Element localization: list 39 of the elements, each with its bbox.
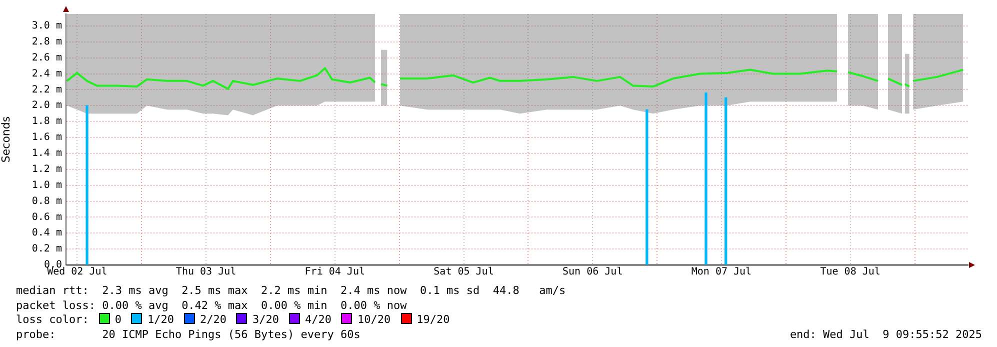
y-tick-label: 3.0 m [32,20,62,32]
bar [724,97,728,265]
y-tick-label: 0.4 m [32,228,62,239]
y-tick-label: 0.2 m [32,244,62,255]
x-tick-label: Thu 03 Jul [176,266,236,278]
y-tick-label: 1.2 m [32,164,62,175]
text: probe: 20 ICMP Echo Pings (56 Bytes) every 60s [16,328,360,340]
y-tick-label: 1.6 m [32,132,62,144]
x-tick-label: Tue 08 Jul [820,266,880,278]
legend-label: 10/20 [357,313,391,326]
bar [704,92,708,265]
y-tick-label: 2.4 m [32,68,62,80]
y-tick-label: 1.0 m [32,180,62,191]
legend-label: 4/20 [304,313,332,326]
legend-title: loss color: [16,313,89,328]
y-tick-label: 1.8 m [32,116,62,128]
y-tick-label: 0.8 m [32,196,62,207]
y-tick-label: 0.6 m [32,212,62,223]
x-tick-label: Fri 04 Jul [304,266,366,278]
x-tick-label: Sun 06 Jul [562,266,623,278]
bar [86,105,88,265]
y-tick-label: 2.8 m [32,36,62,48]
legend-label: 3/20 [252,313,279,326]
y-tick-label: 2.6 m [32,52,62,64]
y-tick-label: 1.4 m [32,148,62,160]
legend-label: 1/20 [147,313,174,326]
text: end: Wed Jul 9 09:55:52 2025 [790,328,982,342]
x-tick-label: Sat 05 Jul [434,266,494,278]
legend-label: 19/20 [416,313,450,326]
text: packet loss: 0.00 % avg 0.42 % max 0.00 % min 0.00 % now [16,298,408,313]
bar [646,109,648,265]
legend-label: 2/20 [200,313,226,326]
x-tick-label: Wed 02 Jul [47,266,108,278]
legend-label: 0 [114,313,122,326]
y-tick-label: 2.2 m [32,84,62,96]
y-axis-title: Seconds [0,116,12,163]
text: median rtt: 2.3 ms avg 2.5 ms max 2.2 ms min 2.4 ms now 0.1 ms sd 44.8 am/s [16,284,567,298]
x-tick-label: Mon 07 Jul [691,266,752,278]
y-tick-label: 2.0 m [32,100,62,112]
